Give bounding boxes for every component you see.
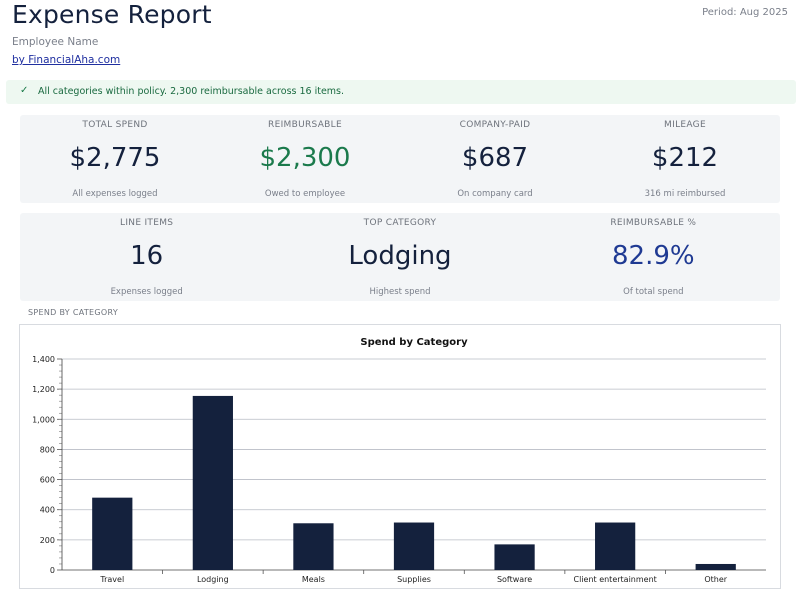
kpi-label: REIMBURSABLE	[268, 120, 342, 130]
y-tick-label: 1,000	[32, 415, 55, 424]
y-tick-label: 400	[40, 506, 55, 515]
kpi-card-top-category: TOP CATEGORY Lodging Highest spend	[273, 213, 526, 301]
kpi-subtext: On company card	[457, 189, 533, 199]
y-tick-label: 0	[50, 566, 55, 575]
kpi-value: $212	[651, 143, 719, 173]
status-banner: ✓ All categories within policy. 2,300 re…	[6, 80, 796, 104]
byline-link[interactable]: by FinancialAha.com	[12, 54, 121, 66]
bar-chart-svg: Spend by Category 0 200 400 600 800 1,000 1,200…	[32, 337, 766, 584]
kpi-card-company-paid: COMPANY-PAID $687 On company card	[400, 115, 590, 203]
kpi-value: $2,300	[259, 143, 351, 173]
y-tick-label: 200	[40, 536, 55, 545]
spend-by-category-chart: Spend by Category 0 200 400 600 800 1,000 1,200…	[19, 324, 781, 589]
kpi-value: 82.9%	[612, 241, 695, 271]
x-tick-label: Supplies	[397, 575, 431, 584]
kpi-label: TOTAL SPEND	[82, 120, 148, 130]
check-icon: ✓	[20, 85, 29, 96]
kpi-value: 16	[130, 241, 164, 271]
kpi-row-details: LINE ITEMS 16 Expenses logged TOP CATEGO…	[20, 213, 780, 301]
kpi-label: REIMBURSABLE %	[610, 218, 697, 228]
bar-meals	[293, 523, 334, 570]
status-banner-text: All categories within policy. 2,300 reim…	[38, 86, 345, 97]
kpi-value: $2,775	[69, 143, 161, 173]
chart-section-label: SPEND BY CATEGORY	[28, 308, 119, 317]
kpi-card-mileage: MILEAGE $212 316 mi reimbursed	[590, 115, 780, 203]
page-title: Expense Report	[12, 0, 212, 29]
kpi-subtext: Highest spend	[369, 287, 431, 297]
y-tick-label: 1,200	[32, 385, 55, 394]
kpi-label: TOP CATEGORY	[363, 218, 437, 228]
kpi-card-line-items: LINE ITEMS 16 Expenses logged	[20, 213, 273, 301]
bar-travel	[92, 497, 133, 570]
kpi-card-total-spend: TOTAL SPEND $2,775 All expenses logged	[20, 115, 210, 203]
kpi-subtext: All expenses logged	[72, 189, 158, 199]
x-tick-label: Software	[497, 575, 532, 584]
chart-title: Spend by Category	[360, 337, 468, 348]
x-tick-label: Travel	[99, 575, 124, 584]
period-label: Period: Aug 2025	[702, 7, 788, 18]
bar-other	[695, 563, 736, 570]
kpi-value: Lodging	[348, 241, 452, 271]
kpi-subtext: Owed to employee	[264, 189, 346, 199]
kpi-subtext: 316 mi reimbursed	[644, 189, 726, 199]
y-tick-label: 600	[40, 476, 55, 485]
y-tick-label: 800	[40, 445, 55, 454]
kpi-label: MILEAGE	[664, 120, 706, 130]
bar-software	[494, 544, 535, 570]
x-tick-label: Meals	[302, 575, 325, 584]
kpi-subtext: Expenses logged	[110, 287, 183, 297]
y-tick-label: 1,400	[32, 355, 55, 364]
x-tick-label: Client entertainment	[573, 575, 656, 584]
kpi-card-reimbursable-percent: REIMBURSABLE % 82.9% Of total spend	[527, 213, 780, 301]
kpi-card-reimbursable: REIMBURSABLE $2,300 Owed to employee	[210, 115, 400, 203]
x-tick-label: Lodging	[197, 575, 229, 584]
employee-name: Employee Name	[12, 36, 99, 48]
kpi-row-summary: TOTAL SPEND $2,775 All expenses logged R…	[20, 115, 780, 203]
bar-client-entertainment	[595, 522, 636, 570]
x-tick-label: Other	[704, 575, 727, 584]
kpi-label: LINE ITEMS	[120, 218, 174, 228]
bar-supplies	[393, 522, 435, 570]
kpi-value: $687	[461, 143, 529, 173]
kpi-subtext: Of total spend	[623, 287, 684, 297]
bar-lodging	[192, 395, 233, 570]
kpi-label: COMPANY-PAID	[459, 120, 531, 130]
